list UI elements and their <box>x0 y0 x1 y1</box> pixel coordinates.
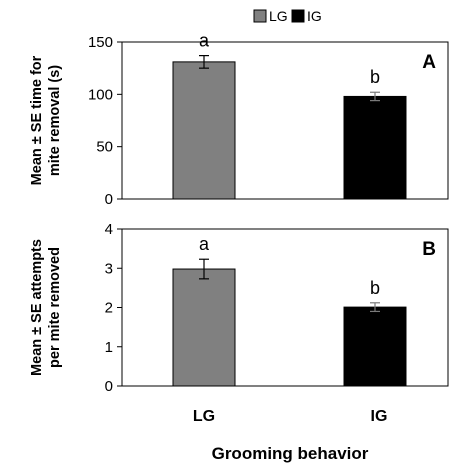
y-tick-label: 50 <box>96 139 113 156</box>
legend-label-ig: IG <box>307 8 322 24</box>
legend-swatch-lg <box>253 9 267 23</box>
y-tick-label: 150 <box>88 34 113 51</box>
significance-letter-lg: a <box>199 31 210 51</box>
y-tick-label: 100 <box>88 86 113 103</box>
legend: LG IG <box>253 8 322 24</box>
y-axis-title: Mean ± SE time for mite removal (s) <box>29 55 63 185</box>
y-tick-label: 0 <box>105 191 113 208</box>
legend-swatch-ig <box>291 9 305 23</box>
y-tick-label: 0 <box>105 378 113 395</box>
panel-letter: B <box>422 239 436 260</box>
bar-lg <box>172 61 236 200</box>
panel-letter: A <box>422 52 436 73</box>
significance-letter-ig: b <box>370 278 380 298</box>
y-tick-label: 3 <box>105 260 113 277</box>
significance-letter-lg: a <box>199 234 210 254</box>
bar-lg <box>172 268 236 387</box>
y-axis-title-line: Mean ± SE time for <box>29 55 45 185</box>
legend-label-lg: LG <box>269 8 288 24</box>
y-axis-title-line: per mite removed <box>47 247 63 368</box>
y-tick-label: 2 <box>105 300 113 317</box>
y-axis-title: Mean ± SE attempts per mite removed <box>29 239 63 376</box>
y-tick-label: 1 <box>105 339 113 356</box>
panels: 0 50 100 150 a b A Mean ± SE time for mite remov… <box>29 31 449 395</box>
y-axis-title-line: mite removal (s) <box>47 65 63 176</box>
bar-ig <box>343 306 407 387</box>
x-tick-label-lg: LG <box>193 408 215 425</box>
panel-a: 0 50 100 150 a b A Mean ± SE time for mite remov… <box>29 31 449 208</box>
x-axis-title: Grooming behavior <box>212 444 369 463</box>
y-axis-title-line: Mean ± SE attempts <box>29 239 45 376</box>
y-tick-label: 4 <box>105 221 113 238</box>
x-tick-label-ig: IG <box>371 408 388 425</box>
bar-ig <box>343 95 407 200</box>
panel-b: 0 1 2 3 4 a b B Mean ± SE attempts per mite remov… <box>29 221 449 395</box>
significance-letter-ig: b <box>370 67 380 87</box>
plot-frame <box>121 41 449 200</box>
